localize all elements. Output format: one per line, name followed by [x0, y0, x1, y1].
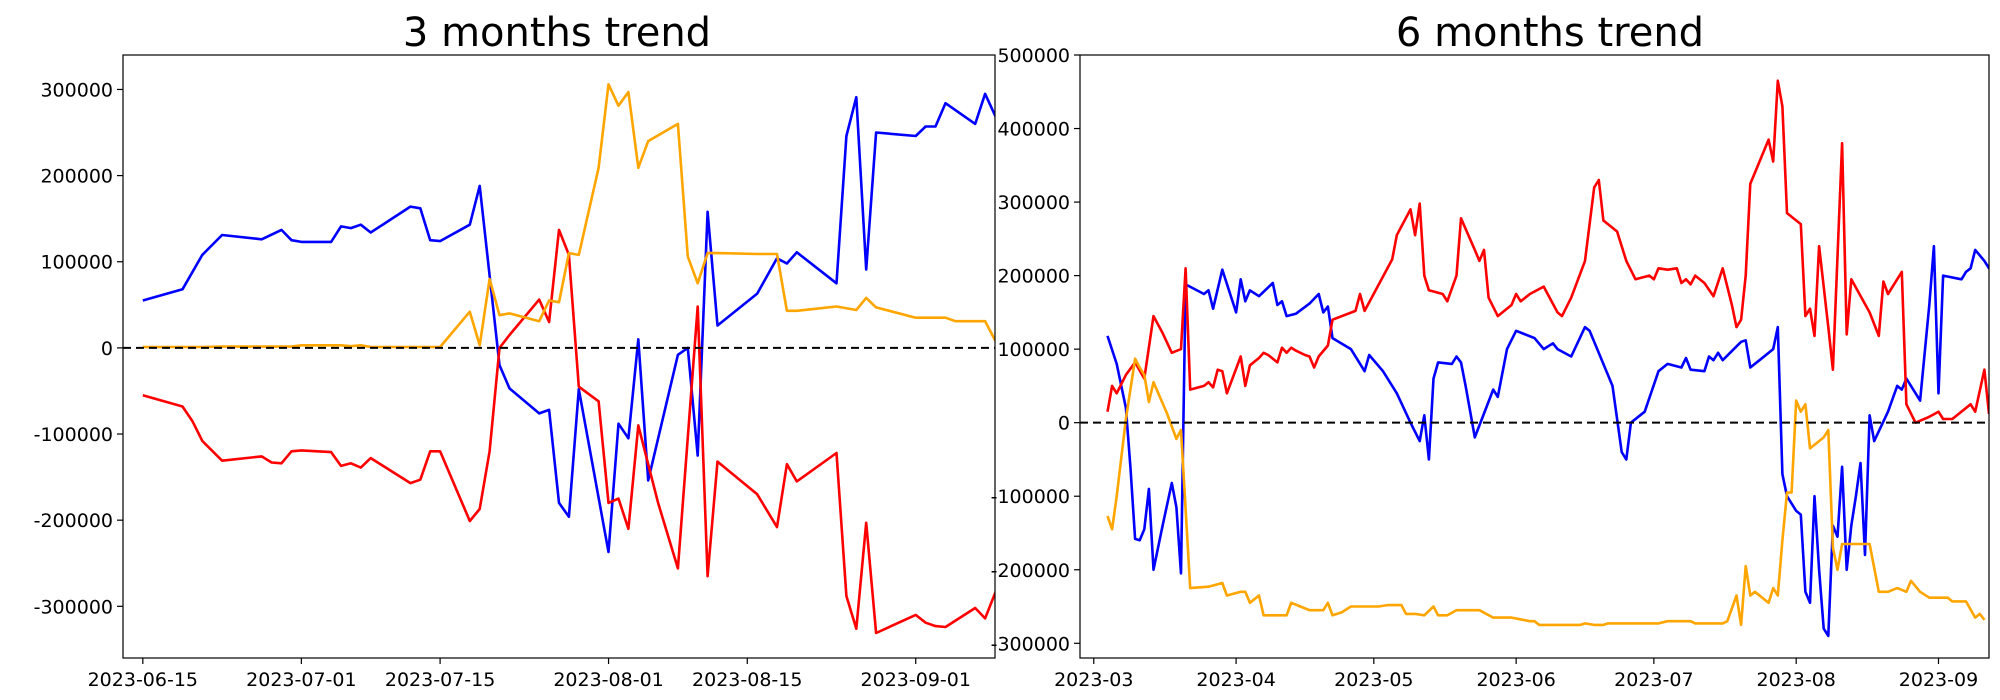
- x-tick-label: 2023-08: [1756, 669, 1835, 691]
- series-line-1: [1106, 244, 1989, 638]
- series-line-2: [1106, 79, 1989, 425]
- y-tick-label: -200000: [34, 510, 113, 532]
- y-tick-label: 300000: [997, 192, 1070, 214]
- plot-frame: [122, 54, 996, 659]
- y-tick-label: -100000: [34, 424, 113, 446]
- chart-title-3-months: 3 months trend: [403, 10, 711, 56]
- x-tick-label: 2023-08-01: [553, 669, 663, 691]
- x-tick-label: 2023-07: [1614, 669, 1693, 691]
- y-tick-label: 500000: [997, 45, 1070, 67]
- x-tick-label: 2023-08-15: [692, 669, 802, 691]
- y-tick-label: 200000: [40, 166, 113, 188]
- x-tick-label: 2023-07-15: [385, 669, 495, 691]
- y-tick-label: -100000: [991, 486, 1070, 508]
- plot-frame: [1079, 54, 1990, 659]
- x-tick-label: 2023-05: [1334, 669, 1413, 691]
- series-line-1: [142, 92, 995, 554]
- y-tick-label: 0: [1058, 413, 1070, 435]
- y-tick-label: 400000: [997, 119, 1070, 141]
- series-group: [142, 83, 995, 635]
- y-tick-label: 300000: [40, 79, 113, 101]
- x-tick-label: 2023-09: [1899, 669, 1978, 691]
- y-tick-label: 200000: [997, 266, 1070, 288]
- chart-6-months-trend: 6 months trend -300000 -200000 -100000 0 100…: [991, 10, 1990, 691]
- y-tick-label: -200000: [991, 560, 1070, 582]
- series-line-2: [142, 228, 995, 635]
- y-tick-label: 100000: [40, 252, 113, 274]
- x-tick-label: 2023-06: [1476, 669, 1555, 691]
- x-tick-label: 2023-04: [1196, 669, 1275, 691]
- chart-3-months-trend: 3 months trend -300000 -200000 -100000 0 100…: [34, 10, 996, 691]
- y-tick-label: 100000: [997, 339, 1070, 361]
- chart-title-6-months: 6 months trend: [1396, 10, 1704, 56]
- series-line-3: [142, 83, 995, 349]
- series-group: [1106, 79, 1989, 638]
- y-tick-label: -300000: [991, 633, 1070, 655]
- series-line-3: [1106, 357, 1986, 627]
- x-tick-label: 2023-07-01: [246, 669, 356, 691]
- y-tick-label: -300000: [34, 596, 113, 618]
- x-tick-label: 2023-03: [1054, 669, 1133, 691]
- x-tick-label: 2023-09-01: [861, 669, 971, 691]
- x-tick-label: 2023-06-15: [88, 669, 198, 691]
- y-tick-label: 0: [101, 338, 113, 360]
